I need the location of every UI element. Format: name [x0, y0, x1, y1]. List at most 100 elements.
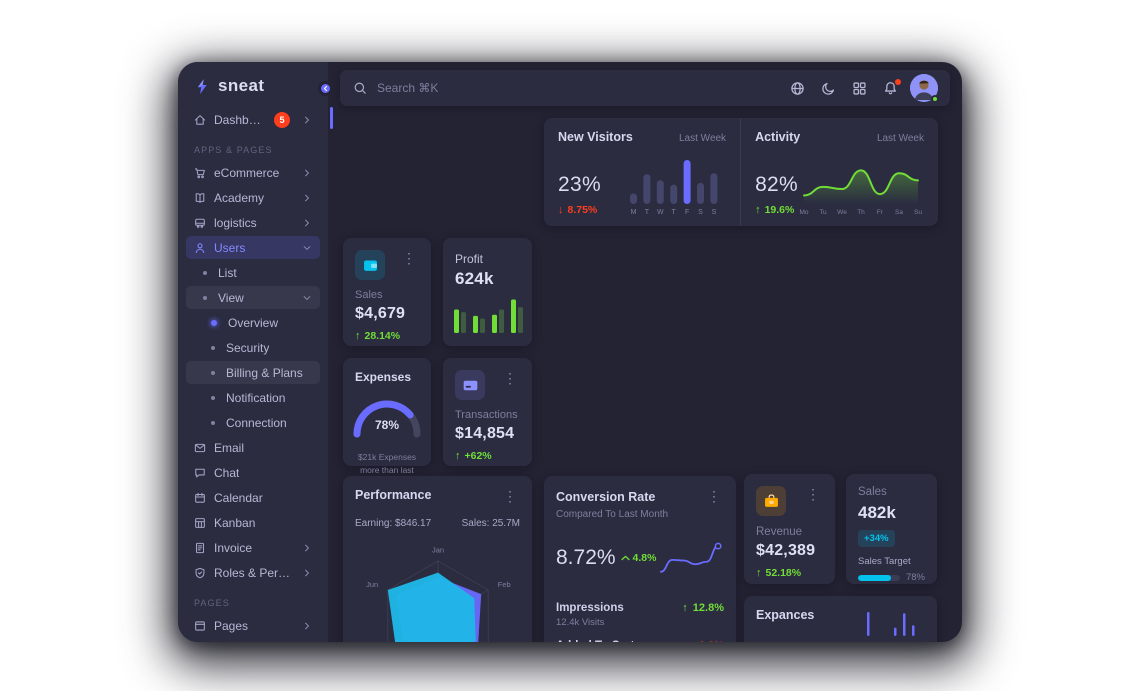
sales-card-menu[interactable]: ⋮: [399, 250, 419, 266]
svg-text:Feb: Feb: [497, 580, 510, 589]
bullet-dot: [211, 345, 215, 350]
performance-radar-chart: JanFebMarAprMayJun: [366, 546, 510, 642]
sidebar-item-label: Roles & Permiss...: [214, 565, 294, 580]
arrow-down-icon: ↓: [685, 640, 691, 642]
user-avatar[interactable]: [910, 74, 939, 103]
sidebar-item-calendar[interactable]: Calendar: [186, 486, 320, 509]
expenses-gauge: 78%: [347, 392, 427, 443]
sidebar-item-view[interactable]: View: [186, 286, 320, 309]
transactions-delta: ↑ +62%: [455, 450, 492, 462]
bullet-dot: [203, 295, 207, 300]
logo-text: sneat: [218, 76, 265, 95]
sales-overview-card: Sales 482k +34% Sales Target 78%: [846, 474, 937, 584]
sidebar-item-logistics[interactable]: logistics: [186, 211, 320, 234]
expances-title: Expances: [756, 608, 815, 622]
sales-target-percent: 78%: [905, 572, 925, 583]
svg-text:S: S: [712, 209, 717, 216]
topbar: [340, 70, 950, 106]
sales-label: Sales: [355, 289, 383, 301]
sidebar-item-ecommerce[interactable]: eCommerce: [186, 161, 320, 184]
sidebar-item-connection[interactable]: Connection: [186, 411, 320, 434]
conversion-subtitle: Compared To Last Month: [556, 509, 669, 520]
sneat-logo-icon: [192, 77, 211, 96]
activity-value: 82%: [755, 173, 798, 196]
sidebar-item-invoice[interactable]: Invoice: [186, 536, 320, 559]
conversion-rows: Impressions 12.4k Visits ↑12.8% Added To Ca…: [544, 588, 736, 642]
sidebar-item-notification[interactable]: Notification: [186, 386, 320, 409]
svg-text:T: T: [645, 209, 650, 216]
new-visitors-title: New Visitors: [558, 130, 633, 144]
conversion-delta: 4.8%: [620, 552, 656, 564]
kanban-icon: [193, 516, 207, 530]
sidebar-item-roles-permiss[interactable]: Roles & Permiss...: [186, 561, 320, 584]
arrow-down-icon: ↓: [558, 204, 564, 216]
grid-icon[interactable]: [851, 80, 868, 97]
chevron-right-icon: [301, 567, 313, 579]
conversion-card-menu[interactable]: ⋮: [704, 488, 724, 504]
sidebar-item-chat[interactable]: Chat: [186, 461, 320, 484]
sidebar-item-label: Users: [214, 240, 246, 255]
sidebar-section-label: PAGES: [194, 598, 230, 608]
pages-icon: [193, 619, 207, 633]
performance-card-menu[interactable]: ⋮: [500, 488, 520, 504]
svg-text:Th: Th: [857, 209, 865, 216]
scrollbar-thumb[interactable]: [330, 107, 333, 129]
profit-label: Profit: [455, 252, 484, 266]
sidebar-item-list[interactable]: List: [186, 261, 320, 284]
topbar-icons: [789, 78, 901, 97]
bullet-dot: [211, 420, 215, 425]
sidebar-item-label: Academy: [214, 190, 265, 205]
activity-delta: ↑ 19.6%: [755, 204, 795, 216]
expances-spark-chart: [867, 612, 915, 636]
profit-card: Profit 624k JanAprJulOct: [443, 238, 532, 346]
calendar-icon: [193, 491, 207, 505]
activity-line-chart: Mo Tu We Th Fr Sa Su: [799, 169, 922, 216]
bullet-dot: [203, 270, 207, 275]
sidebar-item-label: Pages: [214, 618, 249, 633]
sidebar-item-kanban[interactable]: Kanban: [186, 511, 320, 534]
conversion-rate-card: Conversion Rate Compared To Last Month ⋮…: [544, 476, 736, 642]
sidebar-item-billing-plans[interactable]: Billing & Plans: [186, 361, 320, 384]
chevron-right-icon: [301, 542, 313, 554]
expances-card: Expances: [744, 596, 937, 642]
moon-icon[interactable]: [820, 80, 837, 97]
activity-title: Activity: [755, 130, 801, 144]
chevron-down-icon: [301, 242, 313, 254]
logo-row: sneat: [178, 62, 328, 102]
sidebar-item-users[interactable]: Users: [186, 236, 320, 259]
activity-panel: Activity Last Week 82% ↑ 19.6% Mo Tu We Th Fr…: [740, 118, 938, 226]
activity-period: Last Week: [876, 133, 924, 144]
svg-text:We: We: [837, 209, 847, 216]
sidebar-item-label: View: [218, 290, 244, 305]
briefcase-icon: [756, 486, 786, 516]
sidebar-item-label: eCommerce: [214, 165, 280, 180]
bell-icon[interactable]: [882, 78, 901, 97]
sidebar-item-academy[interactable]: Academy: [186, 186, 320, 209]
transactions-card-menu[interactable]: ⋮: [500, 370, 520, 386]
sidebar-item-security[interactable]: Security: [186, 336, 320, 359]
profit-bar-chart: JanAprJulOct: [453, 299, 523, 333]
transactions-value: $14,854: [455, 425, 515, 442]
revenue-card: ⋮ Revenue $42,389 ↑ 52.18%: [744, 474, 835, 584]
arrow-up-icon: ↑: [756, 567, 762, 579]
sales-value: $4,679: [355, 305, 406, 322]
revenue-card-menu[interactable]: ⋮: [803, 486, 823, 502]
main-content: New Visitors Last Week 23% ↓8.75% MTWTFS…: [328, 62, 962, 642]
globe-icon[interactable]: [789, 80, 806, 97]
expenses-gauge-value: 78%: [374, 418, 400, 432]
search-input[interactable]: [377, 81, 780, 95]
home-icon: [193, 113, 207, 127]
sidebar-item-pages[interactable]: Pages: [186, 614, 320, 637]
sidebar-item-overview[interactable]: Overview: [186, 311, 320, 334]
conversion-row-label: Impressions: [556, 602, 624, 614]
sidebar-item-email[interactable]: Email: [186, 436, 320, 459]
svg-text:F: F: [685, 209, 689, 216]
sidebar-item-dashboards[interactable]: Dashboards 5: [186, 108, 320, 131]
shield-icon: [193, 566, 207, 580]
conversion-row-label: Added To Cart: [556, 640, 634, 642]
user-icon: [193, 241, 207, 255]
caret-up-icon: [620, 555, 630, 561]
sidebar-collapse-button[interactable]: [318, 81, 333, 96]
sidebar-item-label: Kanban: [214, 515, 256, 530]
